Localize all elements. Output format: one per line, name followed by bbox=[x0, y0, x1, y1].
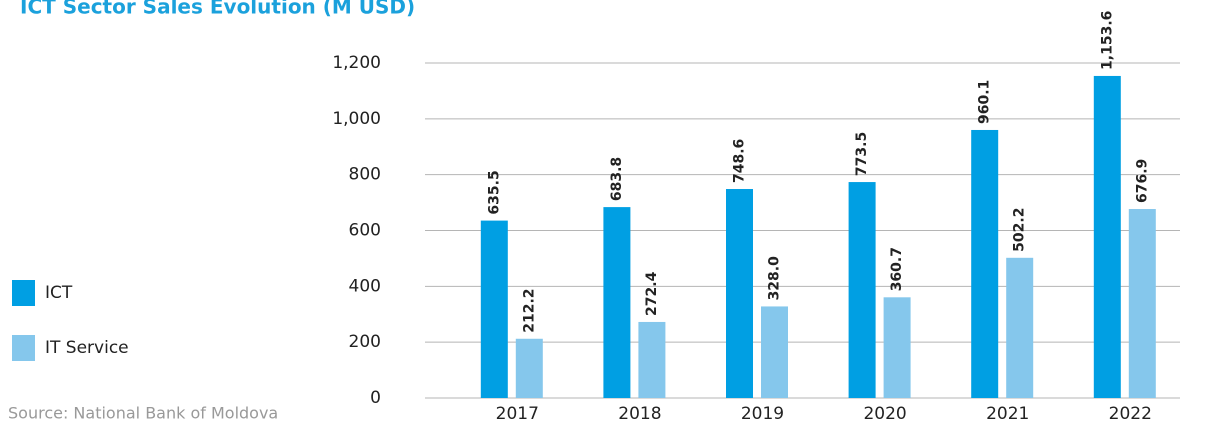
legend-swatch bbox=[12, 335, 35, 361]
bar bbox=[603, 207, 631, 398]
data-label: 960.1 bbox=[977, 80, 993, 124]
bar bbox=[971, 129, 999, 398]
y-tick-label: 400 bbox=[349, 276, 381, 296]
data-label: 635.5 bbox=[486, 170, 502, 214]
data-label: 1,153.6 bbox=[1099, 11, 1115, 70]
x-tick-label: 2020 bbox=[863, 404, 906, 424]
legend-label: IT Service bbox=[45, 338, 129, 358]
data-label: 502.2 bbox=[1012, 208, 1028, 252]
bar bbox=[515, 338, 543, 398]
data-label: 328.0 bbox=[767, 256, 783, 301]
bar bbox=[480, 220, 508, 398]
x-tick-label: 2021 bbox=[986, 404, 1029, 424]
bar bbox=[1093, 75, 1121, 398]
y-tick-label: 1,000 bbox=[332, 109, 381, 129]
data-label: 683.8 bbox=[609, 157, 625, 201]
legend-swatch bbox=[12, 280, 35, 306]
bar bbox=[1006, 257, 1034, 398]
y-tick-label: 600 bbox=[349, 221, 381, 241]
x-tick-label: 2019 bbox=[741, 404, 784, 424]
legend-label: ICT bbox=[45, 283, 73, 303]
bar bbox=[1128, 209, 1156, 398]
chart-title: ICT Sector Sales Evolution (M USD) bbox=[20, 0, 415, 19]
bar bbox=[883, 297, 911, 398]
y-tick-label: 200 bbox=[349, 332, 381, 352]
bar bbox=[638, 321, 666, 398]
bar bbox=[726, 189, 753, 398]
data-label: 748.6 bbox=[732, 139, 748, 183]
data-label: 212.2 bbox=[521, 288, 537, 332]
y-tick-label: 0 bbox=[370, 388, 381, 408]
x-tick-label: 2018 bbox=[618, 404, 661, 424]
x-tick-label: 2022 bbox=[1109, 404, 1152, 424]
data-label: 272.4 bbox=[644, 271, 660, 316]
data-label: 676.9 bbox=[1134, 159, 1150, 203]
bar bbox=[761, 306, 788, 398]
source: Source: National Bank of Moldova bbox=[8, 404, 278, 423]
bar bbox=[848, 182, 876, 398]
y-tick-label: 800 bbox=[349, 165, 381, 185]
data-label: 773.5 bbox=[854, 132, 870, 176]
y-tick-label: 1,200 bbox=[332, 53, 381, 73]
x-tick-label: 2017 bbox=[496, 404, 539, 424]
data-label: 360.7 bbox=[889, 247, 905, 291]
